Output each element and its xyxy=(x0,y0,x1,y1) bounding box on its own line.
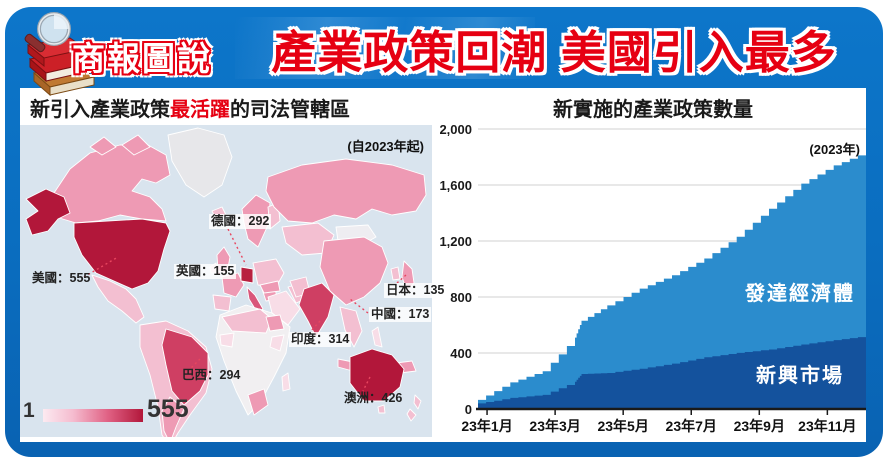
legend-min-value: 1 xyxy=(23,399,35,422)
legend-max-value: 555 xyxy=(147,395,189,423)
svg-text:23年9月: 23年9月 xyxy=(734,418,785,434)
map-label-uk: 英國：155 xyxy=(174,264,237,279)
svg-text:400: 400 xyxy=(450,346,472,361)
chart-note: (2023年) xyxy=(809,142,860,157)
svg-text:800: 800 xyxy=(450,290,472,305)
map-title-suffix: 的司法管轄區 xyxy=(230,99,350,121)
svg-text:2,000: 2,000 xyxy=(440,125,472,137)
map-title-prefix: 新引入產業政策 xyxy=(30,99,170,121)
svg-text:1,600: 1,600 xyxy=(440,178,472,193)
publication-badge: 商報圖說 xyxy=(72,40,212,77)
series-label-emerging: 新興市場 xyxy=(756,365,844,387)
svg-text:23年5月: 23年5月 xyxy=(597,418,648,434)
header-decoration xyxy=(235,17,535,79)
chart-panel-title: 新實施的產業政策數量 xyxy=(553,99,753,121)
map-label-india: 印度：314 xyxy=(289,332,352,347)
stacked-area-chart: 0 400 800 1,200 1,600 2,000 23年1月 23年3月 23年5月 23年… xyxy=(439,122,866,437)
map-label-brazil: 巴西：294 xyxy=(182,368,241,382)
svg-text:23年1月: 23年1月 xyxy=(461,418,512,434)
legend-gradient-bar xyxy=(43,409,143,422)
series-label-developed: 發達經濟體 xyxy=(745,283,855,305)
svg-text:23年3月: 23年3月 xyxy=(529,418,580,434)
map-label-usa: 美國：555 xyxy=(32,271,91,285)
map-title-highlight: 最活躍 xyxy=(170,99,230,121)
books-magnifier-icon xyxy=(16,11,102,101)
area-chart-svg: 0 400 800 1,200 1,600 2,000 23年1月 23年3月 23年5月 23年… xyxy=(439,122,866,434)
map-note: (自2023年起) xyxy=(347,139,424,154)
svg-text:1,200: 1,200 xyxy=(440,234,472,249)
page-title: 產業政策回潮 美國引入最多 xyxy=(271,27,837,78)
map-label-australia: 澳洲：426 xyxy=(344,391,403,405)
map-panel-title: 新引入產業政策最活躍的司法管轄區 xyxy=(30,93,350,122)
map-label-germany: 德國：292 xyxy=(209,214,272,229)
map-label-japan: 日本：135 xyxy=(384,283,447,298)
svg-text:23年11月: 23年11月 xyxy=(798,418,856,434)
world-choropleth-map: (自2023年起) 美國：555 英國：155 德國：292 日本：135 中國… xyxy=(20,125,447,448)
svg-text:0: 0 xyxy=(465,402,472,417)
map-label-china: 中國：173 xyxy=(369,307,432,322)
world-map-svg xyxy=(25,127,427,448)
svg-text:23年7月: 23年7月 xyxy=(666,418,717,434)
